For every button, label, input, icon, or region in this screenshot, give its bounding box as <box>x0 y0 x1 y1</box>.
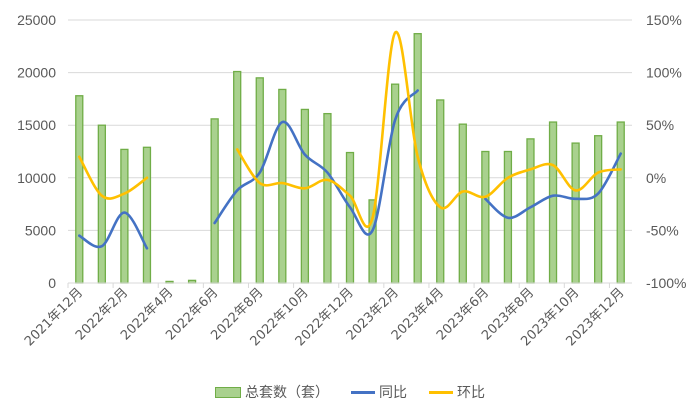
svg-text:-100%: -100% <box>646 275 686 291</box>
legend-item-total-units[interactable]: 总套数（套） <box>215 382 329 402</box>
legend-label-mom: 环比 <box>457 385 485 401</box>
svg-text:5000: 5000 <box>25 222 56 238</box>
gridlines <box>68 19 632 231</box>
legend-label-total-units: 总套数（套） <box>245 385 329 401</box>
svg-text:150%: 150% <box>646 12 682 28</box>
svg-text:0%: 0% <box>646 170 666 186</box>
bar-swatch-icon <box>215 386 241 398</box>
line-series <box>77 30 623 250</box>
svg-text:-50%: -50% <box>646 222 679 238</box>
line-swatch-icon <box>351 390 375 394</box>
svg-text:20000: 20000 <box>17 65 56 81</box>
legend-label-yoy: 同比 <box>379 385 407 401</box>
legend-item-mom[interactable]: 环比 <box>429 382 485 402</box>
left-y-axis: 0 5000 10000 15000 20000 25000 <box>17 12 56 291</box>
svg-text:25000: 25000 <box>17 12 56 28</box>
x-axis: 2021年12月2022年2月2022年4月2022年6月2022年8月2022… <box>22 282 632 349</box>
svg-text:50%: 50% <box>646 117 674 133</box>
svg-text:15000: 15000 <box>17 117 56 133</box>
svg-text:10000: 10000 <box>17 170 56 186</box>
line-swatch-icon <box>429 390 453 394</box>
right-y-axis: -100% -50% 0% 50% 100% 150% <box>646 12 686 291</box>
svg-text:100%: 100% <box>646 65 682 81</box>
bar-series-total-units <box>75 33 625 284</box>
legend: 总套数（套） 同比 环比 <box>0 382 700 402</box>
legend-item-yoy[interactable]: 同比 <box>351 382 407 402</box>
svg-text:0: 0 <box>48 275 56 291</box>
svg-text:2021年12月: 2021年12月 <box>22 285 86 349</box>
